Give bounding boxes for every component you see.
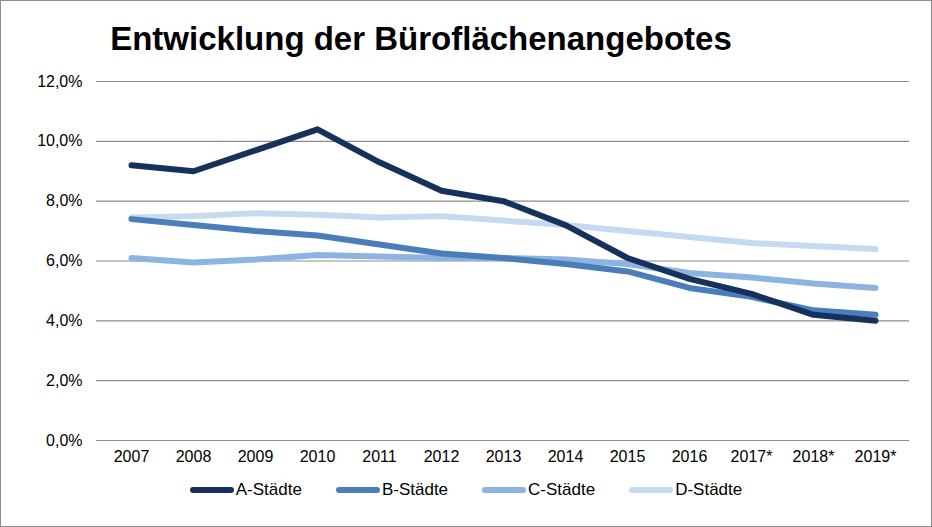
svg-text:2017*: 2017*: [731, 448, 773, 465]
svg-text:2016: 2016: [672, 448, 708, 465]
svg-text:4,0%: 4,0%: [46, 312, 82, 329]
html-text:C-Städte: C-Städte: [528, 480, 596, 499]
svg-text:6,0%: 6,0%: [46, 252, 82, 269]
svg-text:2012: 2012: [424, 448, 460, 465]
html-text:B-Städte: B-Städte: [381, 480, 449, 499]
html-text:Entwicklung der Büroflächenang: Entwicklung der Büroflächenangebotes: [110, 20, 732, 57]
svg-text:2007: 2007: [114, 448, 150, 465]
svg-text:2015: 2015: [610, 448, 646, 465]
svg-text:10,0%: 10,0%: [37, 132, 82, 149]
svg-text:2019*: 2019*: [855, 448, 897, 465]
svg-text:2014: 2014: [548, 448, 584, 465]
svg-text:12,0%: 12,0%: [37, 73, 82, 90]
svg-text:2010: 2010: [300, 448, 336, 465]
svg-text:2013: 2013: [486, 448, 522, 465]
html-text:A-Städte: A-Städte: [235, 480, 302, 499]
svg-text:2008: 2008: [176, 448, 212, 465]
svg-text:2,0%: 2,0%: [46, 372, 82, 389]
svg-text:2011: 2011: [362, 448, 397, 465]
svg-text:8,0%: 8,0%: [46, 192, 82, 209]
svg-text:0,0%: 0,0%: [46, 432, 82, 449]
svg-text:2018*: 2018*: [793, 448, 835, 465]
html-text:D-Städte: D-Städte: [675, 480, 743, 499]
svg-text:2009: 2009: [238, 448, 274, 465]
